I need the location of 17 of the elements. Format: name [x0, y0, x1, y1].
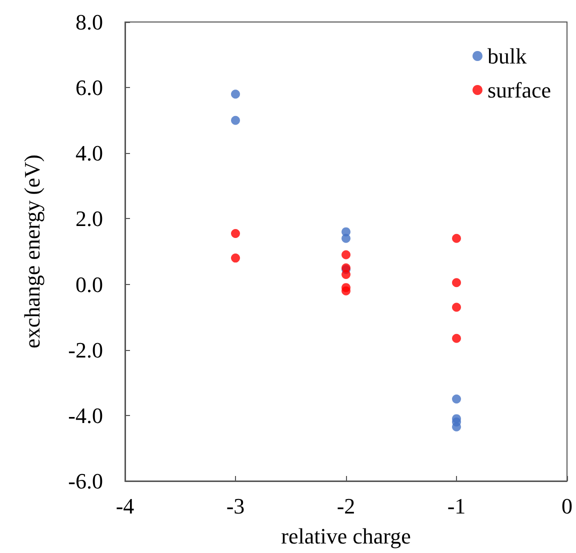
y-tick-label: -2.0 — [68, 337, 103, 362]
y-tick-label: 4.0 — [76, 140, 103, 166]
y-tick-label: -6.0 — [68, 468, 103, 494]
y-tick-label: 0.0 — [76, 272, 103, 297]
y-tick-label: 2.0 — [76, 206, 103, 232]
legend-label: surface — [487, 78, 552, 102]
y-tick-label: 6.0 — [76, 75, 103, 100]
x-tick-label: -2 — [336, 494, 356, 518]
x-tick-label: -1 — [447, 494, 466, 518]
x-tick-label: 0 — [562, 494, 572, 518]
x-tick-label: -3 — [226, 494, 245, 518]
x-tick-label: -4 — [116, 494, 134, 518]
y-axis-title: exchange energy (eV) — [20, 154, 44, 348]
y-tick-label: 8.0 — [76, 10, 103, 34]
x-axis-title: relative charge — [281, 524, 411, 548]
legend-label: bulk — [487, 44, 527, 68]
y-tick-label: -4.0 — [68, 402, 103, 428]
